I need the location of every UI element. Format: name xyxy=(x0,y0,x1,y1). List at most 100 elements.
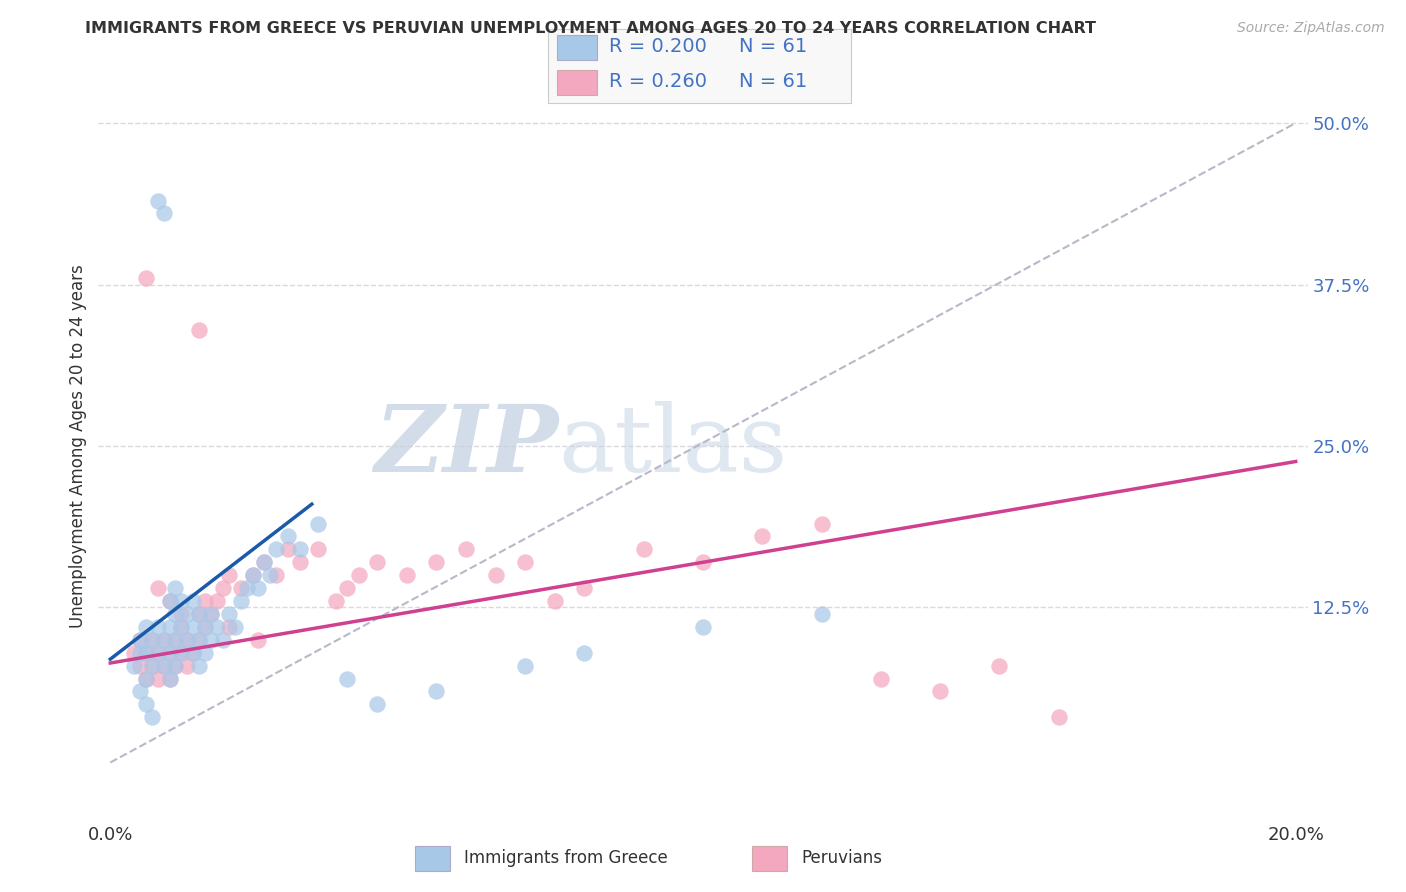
Point xyxy=(1047,710,1070,724)
Point xyxy=(247,632,270,647)
Point xyxy=(129,658,152,673)
Point xyxy=(170,646,193,660)
Point xyxy=(129,632,152,647)
Point xyxy=(200,632,222,647)
Point xyxy=(159,672,181,686)
Point xyxy=(484,568,506,582)
Point xyxy=(135,271,157,285)
Point xyxy=(574,581,596,595)
Point xyxy=(212,581,235,595)
Point xyxy=(235,581,257,595)
Text: R = 0.200: R = 0.200 xyxy=(609,37,707,56)
Point xyxy=(212,632,235,647)
Point xyxy=(307,516,329,531)
Point xyxy=(135,672,157,686)
Point xyxy=(165,632,187,647)
FancyBboxPatch shape xyxy=(752,846,787,871)
Point xyxy=(146,672,169,686)
Point xyxy=(194,620,217,634)
Point xyxy=(146,646,169,660)
Point xyxy=(515,555,537,569)
Point xyxy=(152,206,174,220)
Point xyxy=(395,568,418,582)
Point xyxy=(165,658,187,673)
Point xyxy=(633,542,655,557)
Point xyxy=(141,658,163,673)
Point xyxy=(129,684,152,698)
Point xyxy=(218,620,240,634)
Point xyxy=(141,632,163,647)
Point xyxy=(288,542,311,557)
Point xyxy=(242,568,264,582)
Point xyxy=(253,555,276,569)
Point xyxy=(988,658,1011,673)
Point xyxy=(135,646,157,660)
Point xyxy=(129,646,152,660)
Point xyxy=(170,620,193,634)
Point xyxy=(181,594,204,608)
Point xyxy=(194,646,217,660)
Point xyxy=(165,581,187,595)
Point xyxy=(810,607,832,621)
Point xyxy=(277,542,299,557)
Point xyxy=(188,323,211,337)
Point xyxy=(176,632,198,647)
Point xyxy=(170,607,193,621)
Point xyxy=(205,620,228,634)
Point xyxy=(152,632,174,647)
Point xyxy=(135,620,157,634)
Point xyxy=(692,620,714,634)
Point xyxy=(188,632,211,647)
Point xyxy=(176,632,198,647)
Text: R = 0.260: R = 0.260 xyxy=(609,72,707,91)
Point xyxy=(165,632,187,647)
Point xyxy=(277,529,299,543)
Point xyxy=(165,607,187,621)
Point xyxy=(336,581,359,595)
Point xyxy=(152,658,174,673)
Point xyxy=(146,620,169,634)
Text: N = 61: N = 61 xyxy=(738,72,807,91)
Point xyxy=(165,658,187,673)
Point xyxy=(259,568,281,582)
Point xyxy=(146,581,169,595)
Point xyxy=(152,632,174,647)
Point xyxy=(159,594,181,608)
Point xyxy=(181,646,204,660)
Point xyxy=(751,529,773,543)
Point xyxy=(181,620,204,634)
Point xyxy=(122,658,145,673)
Point xyxy=(170,594,193,608)
Point xyxy=(181,646,204,660)
Point xyxy=(200,607,222,621)
Point xyxy=(200,607,222,621)
Point xyxy=(454,542,477,557)
Point xyxy=(366,555,388,569)
Point xyxy=(188,607,211,621)
Point xyxy=(194,594,217,608)
Point xyxy=(159,646,181,660)
Point xyxy=(869,672,891,686)
Point xyxy=(425,555,447,569)
Point xyxy=(229,594,252,608)
Point xyxy=(692,555,714,569)
Point xyxy=(307,542,329,557)
Point xyxy=(146,194,169,208)
Point xyxy=(929,684,952,698)
Text: ZIP: ZIP xyxy=(374,401,558,491)
Point xyxy=(141,710,163,724)
FancyBboxPatch shape xyxy=(415,846,450,871)
Point xyxy=(176,658,198,673)
Point xyxy=(146,646,169,660)
Point xyxy=(264,568,287,582)
Point xyxy=(159,594,181,608)
Point xyxy=(544,594,567,608)
Point xyxy=(253,555,276,569)
Point xyxy=(159,620,181,634)
Point xyxy=(336,672,359,686)
Point xyxy=(188,632,211,647)
Point xyxy=(159,672,181,686)
Point xyxy=(159,646,181,660)
Point xyxy=(347,568,370,582)
Point xyxy=(170,620,193,634)
